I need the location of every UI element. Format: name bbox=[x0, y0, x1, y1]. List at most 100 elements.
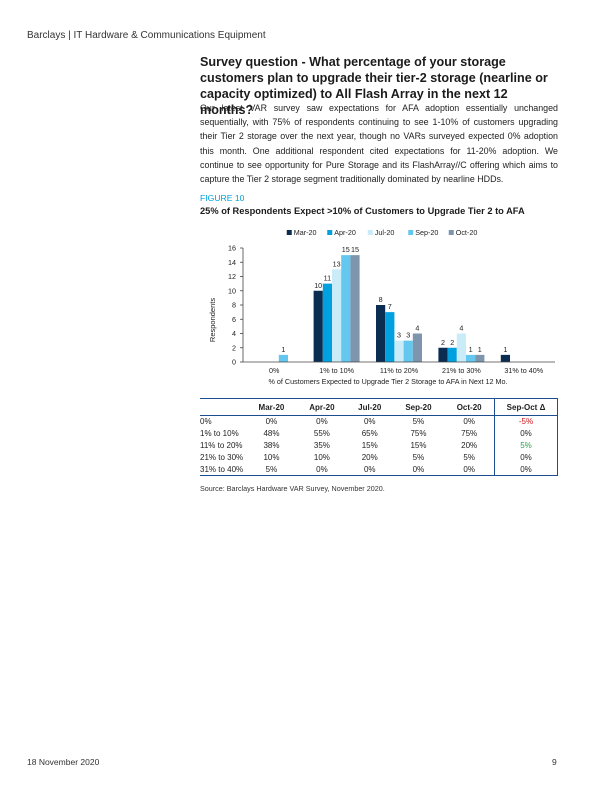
bar-value-label: 13 bbox=[333, 259, 341, 268]
table-cell-delta: 0% bbox=[494, 427, 558, 440]
table-row-label: 0% bbox=[200, 417, 212, 427]
bar bbox=[341, 255, 351, 362]
bar-value-label: 10 bbox=[314, 281, 322, 290]
table-header-blank bbox=[200, 398, 246, 416]
bar bbox=[376, 305, 386, 362]
bar-value-label: 1 bbox=[478, 345, 482, 354]
legend-label: Sep-20 bbox=[415, 228, 438, 237]
bar bbox=[322, 283, 332, 362]
table-cell: 38% bbox=[263, 440, 280, 450]
table-header-sep-oct-delta: Sep-Oct Δ bbox=[494, 398, 558, 416]
page-number: 9 bbox=[552, 757, 557, 767]
table-cell: 65% bbox=[361, 429, 378, 439]
bar bbox=[447, 347, 457, 362]
table-cell: 0% bbox=[363, 417, 376, 427]
figure-title: 25% of Respondents Expect >10% of Custom… bbox=[200, 206, 525, 216]
table-row-label: 11% to 20% bbox=[200, 440, 243, 450]
bar bbox=[456, 333, 466, 362]
bar-value-label: 15 bbox=[342, 245, 350, 254]
table-row: 31% to 40% 5% 0% 0% 0% 0% 0% bbox=[200, 463, 558, 476]
table-cell: 15% bbox=[410, 440, 427, 450]
table-cell: 0% bbox=[392, 463, 445, 476]
table-row: 21% to 30% 10% 10% 20% 5% 5% 0% bbox=[200, 451, 558, 464]
legend-label: Oct-20 bbox=[456, 228, 478, 237]
table-row: 0% 0% 0% 0% 5% 0% -5% bbox=[200, 415, 558, 428]
bar-value-label: 1 bbox=[503, 345, 507, 354]
bar bbox=[475, 354, 485, 362]
table-header-oct-20: Oct-20 bbox=[444, 398, 495, 416]
table-header-sep-20: Sep-20 bbox=[392, 398, 445, 416]
bar bbox=[350, 255, 360, 362]
source-note: Source: Barclays Hardware VAR Survey, No… bbox=[200, 484, 385, 493]
legend-label: Jul-20 bbox=[375, 228, 395, 237]
legend-swatch bbox=[286, 230, 292, 235]
table-cell: 20% bbox=[361, 452, 378, 462]
table-header-row: Mar-20 Apr-20 Jul-20 Sep-20 Oct-20 Sep-O… bbox=[200, 398, 558, 416]
y-tick-label: 8 bbox=[232, 301, 236, 310]
table-row: 1% to 10% 48% 55% 65% 75% 75% 0% bbox=[200, 427, 558, 440]
section-heading: Survey question - What percentage of you… bbox=[200, 55, 548, 117]
bar bbox=[466, 354, 476, 362]
x-tick-label: 11% to 20% bbox=[380, 366, 419, 375]
table-row-label: 1% to 10% bbox=[200, 429, 239, 439]
table-header-jul-20: Jul-20 bbox=[346, 398, 393, 416]
bar-value-label: 7 bbox=[388, 302, 392, 311]
legend-label: Mar-20 bbox=[294, 228, 317, 237]
table-cell: 10% bbox=[313, 452, 330, 462]
y-tick-label: 16 bbox=[228, 244, 236, 253]
table-cell-delta: -5% bbox=[494, 415, 558, 428]
table-cell: 0% bbox=[296, 463, 347, 476]
y-tick-label: 4 bbox=[232, 329, 236, 338]
bar bbox=[313, 290, 323, 362]
table-cell: 0% bbox=[346, 463, 393, 476]
table-cell: 15% bbox=[361, 440, 378, 450]
table-header-apr-20: Apr-20 bbox=[296, 398, 347, 416]
survey-table: Mar-20 Apr-20 Jul-20 Sep-20 Oct-20 Sep-O… bbox=[200, 398, 558, 476]
legend-label: Apr-20 bbox=[334, 228, 356, 237]
bar-value-label: 8 bbox=[379, 295, 383, 304]
y-tick-label: 12 bbox=[228, 272, 236, 281]
bar-value-label: 11 bbox=[324, 274, 331, 283]
section-paragraph: Our latest VAR survey saw expectations f… bbox=[200, 103, 558, 185]
bar bbox=[385, 312, 395, 362]
bar-value-label: 1 bbox=[469, 345, 473, 354]
y-tick-label: 14 bbox=[228, 258, 236, 267]
table-cell: 5% bbox=[412, 417, 425, 427]
footer-date: 18 November 2020 bbox=[27, 757, 100, 767]
bar-value-label: 2 bbox=[441, 338, 445, 347]
table-cell: 48% bbox=[263, 429, 280, 439]
x-tick-label: 31% to 40% bbox=[504, 366, 543, 375]
table-cell-delta: 0% bbox=[494, 451, 558, 464]
bar-value-label: 3 bbox=[397, 331, 401, 340]
legend-swatch bbox=[448, 230, 454, 235]
table-cell: 0% bbox=[265, 417, 278, 427]
figure-label: FIGURE 10 bbox=[200, 193, 245, 203]
table-cell: 0% bbox=[463, 417, 475, 427]
bar-value-label: 4 bbox=[459, 324, 463, 333]
table-row: 11% to 20% 38% 35% 15% 15% 20% 5% bbox=[200, 439, 558, 452]
x-axis-label: % of Customers Expected to Upgrade Tier … bbox=[269, 377, 508, 386]
bar bbox=[394, 340, 404, 362]
y-axis-label: Respondents bbox=[208, 298, 217, 342]
legend-swatch bbox=[367, 230, 373, 235]
bar-chart: Mar-20 Apr-20 Jul-20 Sep-20 Oct-20 024681012… bbox=[208, 228, 555, 386]
bar-value-label: 2 bbox=[450, 338, 454, 347]
table-cell-delta: 5% bbox=[494, 439, 558, 452]
report-header: Barclays | IT Hardware & Communications … bbox=[27, 30, 266, 41]
bar bbox=[403, 340, 413, 362]
table-cell: 20% bbox=[461, 440, 478, 450]
bar-value-label: 1 bbox=[281, 345, 285, 354]
table-cell: 55% bbox=[313, 429, 330, 439]
table-row-label: 31% to 40% bbox=[200, 463, 246, 476]
table-cell: 5% bbox=[463, 452, 475, 462]
bar bbox=[500, 354, 510, 362]
bar-value-label: 4 bbox=[415, 324, 419, 333]
y-tick-label: 0 bbox=[232, 358, 236, 367]
bar-value-label: 3 bbox=[406, 331, 410, 340]
table-row-label: 21% to 30% bbox=[200, 452, 244, 462]
bar bbox=[438, 347, 448, 362]
table-cell: 5% bbox=[412, 452, 425, 462]
table-cell: 10% bbox=[263, 452, 280, 462]
x-axis: 0% 1% to 10% 11% to 20% 21% to 30% 31% to 40… bbox=[243, 361, 555, 375]
